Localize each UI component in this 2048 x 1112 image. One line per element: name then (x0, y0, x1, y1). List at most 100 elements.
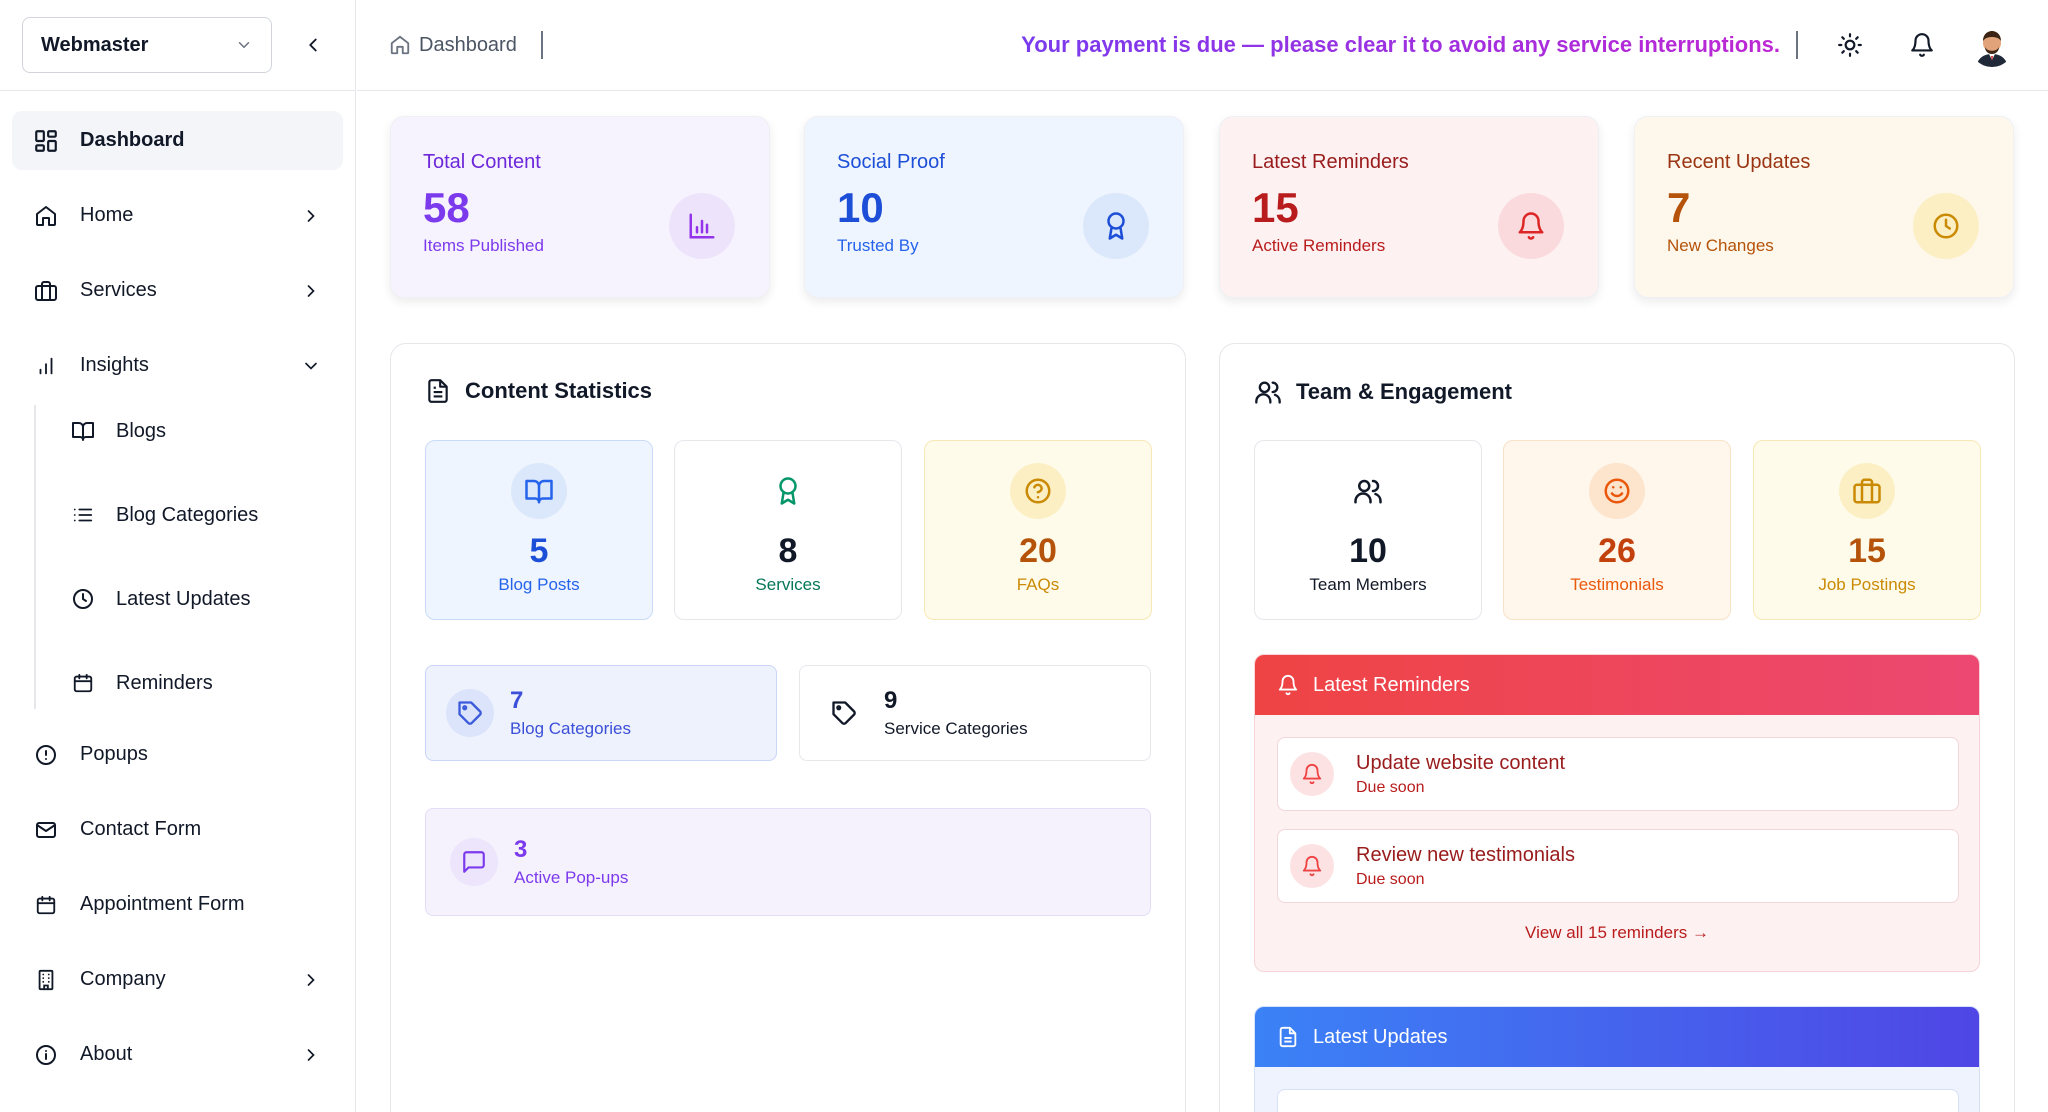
tile-label: Job Postings (1818, 575, 1916, 594)
stat-subtitle: Items Published (423, 236, 544, 255)
clock-icon (1913, 193, 1979, 259)
stat-card-total-content[interactable]: Total Content 58 Items Published (390, 116, 770, 298)
file-text-icon (1279, 1026, 1297, 1048)
panel-title: Content Statistics (425, 378, 652, 404)
avatar[interactable] (1970, 23, 2014, 67)
stat-card-latest-reminders[interactable]: Latest Reminders 15 Active Reminders (1219, 116, 1599, 298)
update-item[interactable] (1277, 1089, 1959, 1112)
reminder-title: Update website content (1356, 751, 1566, 774)
reminders-box-title: Latest Reminders (1313, 673, 1470, 696)
theme-toggle-button[interactable] (1830, 25, 1870, 65)
bell-icon (1911, 33, 1933, 57)
tile-value: 9 (884, 687, 898, 714)
tile-value: 5 (529, 532, 549, 570)
tile-service-categories[interactable]: 9 Service Categories (799, 665, 1151, 761)
sidebar-item-blogs[interactable]: Blogs (60, 405, 343, 457)
sidebar-item-insights[interactable]: Insights (12, 336, 343, 395)
message-square-icon (450, 838, 498, 886)
chevron-right-icon (307, 973, 315, 986)
sidebar-item-label: Insights (80, 354, 149, 376)
sidebar-item-reminders[interactable]: Reminders (60, 657, 343, 709)
sidebar-item-label: About (80, 1043, 133, 1065)
list-icon (70, 502, 96, 528)
sidebar: Webmaster Dashboard Home Se (0, 0, 356, 1112)
bell-icon (1290, 844, 1334, 888)
sidebar-item-label: Services (80, 279, 157, 301)
bell-icon (1498, 193, 1564, 259)
stat-subtitle: Active Reminders (1252, 236, 1386, 255)
home-icon (32, 202, 60, 230)
tile-active-popups[interactable]: 3 Active Pop-ups (425, 808, 1151, 916)
award-icon (760, 463, 816, 519)
sidebar-item-home[interactable]: Home (12, 186, 343, 245)
reminder-due: Due soon (1356, 778, 1425, 796)
sidebar-header: Webmaster (0, 0, 355, 91)
chevron-down-icon (235, 36, 253, 54)
briefcase-icon (32, 277, 60, 305)
sidebar-item-label: Latest Updates (116, 587, 251, 610)
tile-team-members[interactable]: 10 Team Members (1254, 440, 1482, 620)
mail-icon (32, 816, 60, 844)
stat-card-recent-updates[interactable]: Recent Updates 7 New Changes (1634, 116, 2014, 298)
alert-circle-icon (32, 741, 60, 769)
sidebar-item-latest-updates[interactable]: Latest Updates (60, 573, 343, 625)
collapse-sidebar-button[interactable] (298, 30, 328, 60)
tile-value: 8 (778, 532, 798, 570)
tile-label: Team Members (1309, 575, 1427, 594)
workspace-select[interactable]: Webmaster (22, 17, 272, 73)
workspace-label: Webmaster (41, 33, 149, 56)
stat-value: 7 (1667, 184, 1691, 231)
stat-title: Recent Updates (1667, 151, 1811, 173)
tile-label: Blog Categories (510, 719, 631, 738)
tile-value: 3 (514, 836, 528, 863)
tile-job-postings[interactable]: 15 Job Postings (1753, 440, 1981, 620)
sidebar-item-blog-categories[interactable]: Blog Categories (60, 489, 343, 541)
tile-services[interactable]: 8 Services (674, 440, 902, 620)
tile-faqs[interactable]: 20 FAQs (924, 440, 1152, 620)
chevron-down-icon (305, 362, 317, 370)
bell-icon (1278, 675, 1298, 696)
breadcrumb[interactable]: Dashboard (389, 34, 517, 57)
reminders-box-header: Latest Reminders (1255, 655, 1979, 715)
stat-title: Latest Reminders (1252, 151, 1409, 173)
tile-blog-categories[interactable]: 7 Blog Categories (425, 665, 777, 761)
sidebar-item-appointment-form[interactable]: Appointment Form (12, 875, 343, 934)
sidebar-item-label: Blogs (116, 419, 167, 442)
top-header: Dashboard Your payment is due — please c… (357, 0, 2048, 91)
chevron-left-icon (309, 38, 317, 52)
chevron-right-icon (307, 209, 315, 222)
panel-title-label: Content Statistics (465, 378, 653, 403)
sidebar-item-about[interactable]: About (12, 1025, 343, 1084)
team-engagement-panel: Team & Engagement 10 Team Members 26 Tes… (1219, 343, 2015, 1112)
tag-icon (820, 689, 868, 737)
view-all-reminders-link[interactable]: View all 15 reminders → (1525, 923, 1709, 942)
stat-value: 58 (423, 184, 470, 231)
book-icon (511, 463, 567, 519)
tile-label: Active Pop-ups (514, 868, 629, 887)
sidebar-item-popups[interactable]: Popups (12, 725, 343, 784)
reminder-item[interactable]: Review new testimonials Due soon (1277, 829, 1959, 903)
sidebar-item-dashboard[interactable]: Dashboard (12, 111, 343, 170)
reminder-title: Review new testimonials (1356, 843, 1575, 866)
stat-subtitle: Trusted By (837, 236, 919, 255)
tile-blog-posts[interactable]: 5 Blog Posts (425, 440, 653, 620)
stat-card-social-proof[interactable]: Social Proof 10 Trusted By (804, 116, 1184, 298)
clock-icon (70, 586, 96, 612)
tile-label: Services (755, 575, 821, 594)
sidebar-item-contact-form[interactable]: Contact Form (12, 800, 343, 859)
reminder-due: Due soon (1356, 870, 1425, 888)
calendar-icon (70, 670, 96, 696)
sidebar-item-label: Company (80, 968, 166, 990)
briefcase-icon (1839, 463, 1895, 519)
info-icon (32, 1041, 60, 1069)
tile-testimonials[interactable]: 26 Testimonials (1503, 440, 1731, 620)
sidebar-item-company[interactable]: Company (12, 950, 343, 1009)
bar-chart-icon (32, 352, 60, 380)
reminder-item[interactable]: Update website content Due soon (1277, 737, 1959, 811)
help-circle-icon (1010, 463, 1066, 519)
payment-banner: Your payment is due — please clear it to… (543, 32, 1796, 58)
notifications-button[interactable] (1902, 25, 1942, 65)
sidebar-item-services[interactable]: Services (12, 261, 343, 320)
sun-icon (1838, 33, 1862, 57)
bar-chart-icon (669, 193, 735, 259)
